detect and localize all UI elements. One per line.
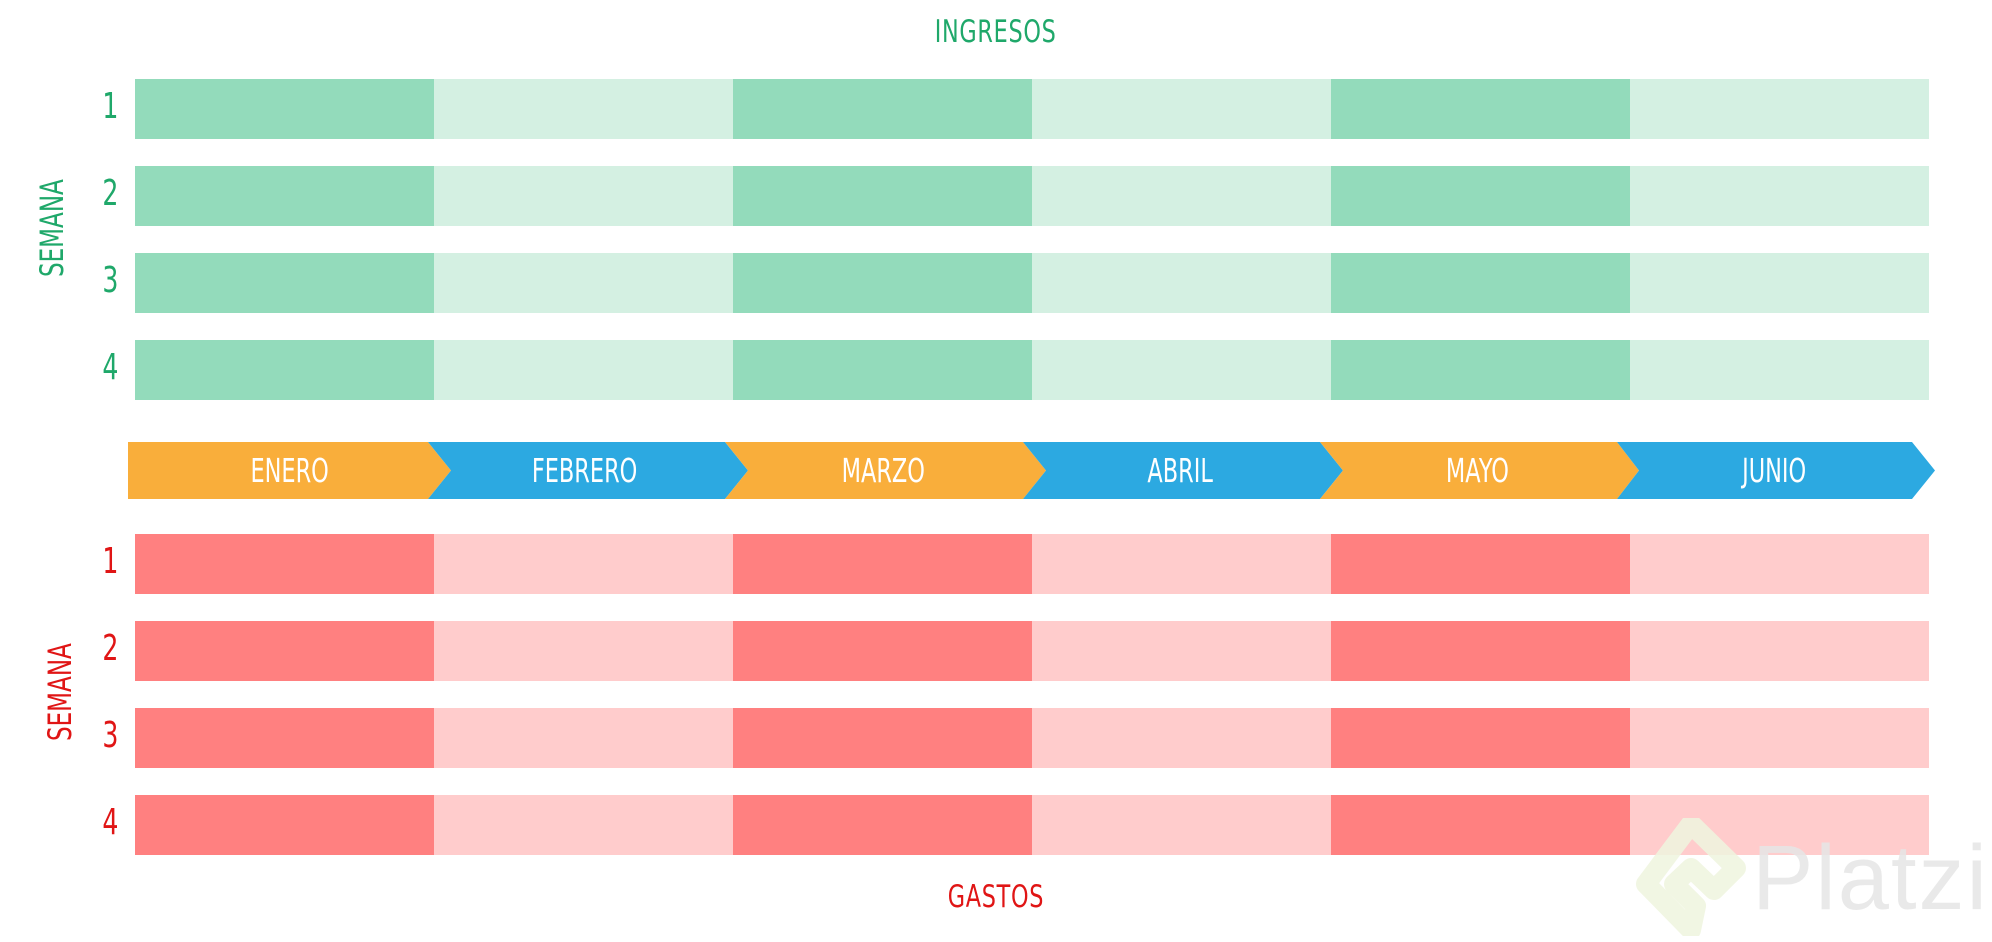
ingresos-cell-week4-month5 bbox=[1331, 340, 1630, 400]
month-label-abril: ABRIL bbox=[1147, 451, 1214, 490]
ingresos-cell-week4-month2 bbox=[434, 340, 733, 400]
ingresos-cell-week3-month5 bbox=[1331, 253, 1630, 313]
gastos-cell-week2-month4 bbox=[1032, 621, 1331, 681]
ingresos-cell-week2-month4 bbox=[1032, 166, 1331, 226]
month-label-febrero: FEBRERO bbox=[531, 451, 638, 490]
gastos-title: GASTOS bbox=[0, 879, 1992, 915]
ingresos-cell-week4-month6 bbox=[1630, 340, 1929, 400]
gastos-cell-week4-month5 bbox=[1331, 795, 1630, 855]
gastos-week-3: 3 bbox=[101, 715, 119, 756]
gastos-cell-week1-month3 bbox=[733, 534, 1032, 594]
ingresos-cell-week1-month3 bbox=[733, 79, 1032, 139]
month-arrow-abril bbox=[1023, 442, 1343, 499]
month-arrow-marzo bbox=[725, 442, 1046, 499]
ingresos-cell-week4-month4 bbox=[1032, 340, 1331, 400]
ingresos-cell-week2-month3 bbox=[733, 166, 1032, 226]
ingresos-cell-week3-month6 bbox=[1630, 253, 1929, 313]
ingresos-cell-week3-month4 bbox=[1032, 253, 1331, 313]
gastos-cell-week3-month2 bbox=[434, 708, 733, 768]
month-label-enero: ENERO bbox=[250, 451, 329, 490]
ingresos-cell-week4-month1 bbox=[135, 340, 434, 400]
gastos-cell-week2-month6 bbox=[1630, 621, 1929, 681]
gastos-cell-week4-month4 bbox=[1032, 795, 1331, 855]
gastos-cell-week3-month5 bbox=[1331, 708, 1630, 768]
ingresos-cell-week1-month6 bbox=[1630, 79, 1929, 139]
ingresos-cell-week2-month6 bbox=[1630, 166, 1929, 226]
ingresos-cell-week3-month1 bbox=[135, 253, 434, 313]
gastos-cell-week1-month5 bbox=[1331, 534, 1630, 594]
month-label-mayo: MAYO bbox=[1445, 451, 1510, 490]
gastos-cell-week2-month3 bbox=[733, 621, 1032, 681]
ingresos-title-text: INGRESOS bbox=[935, 14, 1057, 50]
gastos-cell-week4-month2 bbox=[434, 795, 733, 855]
ingresos-cell-week4-month3 bbox=[733, 340, 1032, 400]
ingresos-cell-week1-month4 bbox=[1032, 79, 1331, 139]
month-arrow-mayo bbox=[1320, 442, 1639, 499]
ingresos-week-4: 4 bbox=[101, 347, 119, 388]
gastos-cell-week4-month3 bbox=[733, 795, 1032, 855]
platzi-logo-icon bbox=[1636, 818, 1746, 936]
gastos-cell-week3-month3 bbox=[733, 708, 1032, 768]
ingresos-cell-week2-month2 bbox=[434, 166, 733, 226]
gastos-title-text: GASTOS bbox=[947, 879, 1045, 915]
month-label-marzo: MARZO bbox=[841, 451, 926, 490]
gastos-week-1: 1 bbox=[101, 541, 119, 582]
gastos-cell-week2-month2 bbox=[434, 621, 733, 681]
gastos-week-2: 2 bbox=[101, 628, 119, 669]
gastos-week-4: 4 bbox=[101, 802, 119, 843]
month-arrow-junio bbox=[1617, 442, 1935, 499]
month-arrow-enero bbox=[128, 442, 451, 499]
platzi-watermark-text: Platzi bbox=[1752, 827, 1989, 929]
gastos-cell-week1-month1 bbox=[135, 534, 434, 594]
gastos-cell-week3-month1 bbox=[135, 708, 434, 768]
month-label-junio: JUNIO bbox=[1742, 451, 1807, 490]
month-arrow-febrero bbox=[428, 442, 748, 499]
gastos-cell-week2-month1 bbox=[135, 621, 434, 681]
ingresos-cell-week1-month5 bbox=[1331, 79, 1630, 139]
ingresos-week-1: 1 bbox=[101, 86, 119, 127]
gastos-cell-week3-month4 bbox=[1032, 708, 1331, 768]
ingresos-cell-week2-month5 bbox=[1331, 166, 1630, 226]
gastos-cell-week1-month4 bbox=[1032, 534, 1331, 594]
ingresos-week-3: 3 bbox=[101, 260, 119, 301]
ingresos-cell-week3-month3 bbox=[733, 253, 1032, 313]
ingresos-week-2: 2 bbox=[101, 173, 119, 214]
ingresos-axis-label: SEMANA bbox=[33, 179, 71, 277]
ingresos-title: INGRESOS bbox=[0, 14, 1992, 50]
ingresos-cell-week1-month1 bbox=[135, 79, 434, 139]
gastos-cell-week4-month1 bbox=[135, 795, 434, 855]
gastos-cell-week3-month6 bbox=[1630, 708, 1929, 768]
month-timeline bbox=[128, 442, 1935, 499]
gastos-cell-week2-month5 bbox=[1331, 621, 1630, 681]
ingresos-cell-week2-month1 bbox=[135, 166, 434, 226]
gastos-axis-label: SEMANA bbox=[41, 643, 79, 741]
gastos-cell-week1-month2 bbox=[434, 534, 733, 594]
ingresos-cell-week1-month2 bbox=[434, 79, 733, 139]
gastos-cell-week1-month6 bbox=[1630, 534, 1929, 594]
ingresos-cell-week3-month2 bbox=[434, 253, 733, 313]
